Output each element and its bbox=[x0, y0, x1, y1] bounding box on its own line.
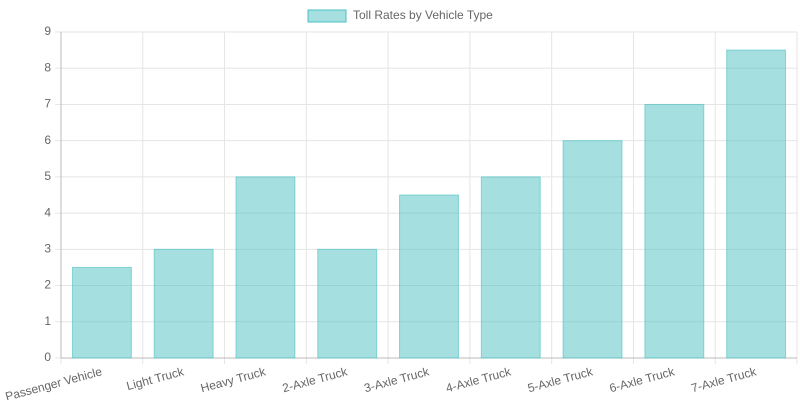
x-tick-label: Heavy Truck bbox=[199, 364, 268, 395]
x-tick-label: 2-Axle Truck bbox=[281, 364, 350, 395]
x-tick-label: 5-Axle Truck bbox=[526, 364, 595, 395]
x-tick-label: 7-Axle Truck bbox=[690, 364, 759, 395]
y-tick-label: 0 bbox=[44, 350, 51, 364]
x-tick-label: Light Truck bbox=[125, 364, 186, 393]
x-tick-label: 4-Axle Truck bbox=[444, 364, 513, 395]
bar bbox=[317, 248, 378, 359]
x-tick-label: 3-Axle Truck bbox=[363, 364, 432, 395]
y-tick-label: 6 bbox=[44, 133, 51, 147]
y-tick-label: 1 bbox=[44, 314, 51, 328]
bar bbox=[235, 176, 296, 359]
y-tick-label: 7 bbox=[44, 97, 51, 111]
y-tick-label: 2 bbox=[44, 278, 51, 292]
x-tick-label: 6-Axle Truck bbox=[608, 364, 677, 395]
y-tick-label: 3 bbox=[44, 242, 51, 256]
legend-swatch bbox=[307, 9, 347, 23]
bar bbox=[480, 176, 541, 359]
bar bbox=[71, 266, 132, 359]
y-tick-label: 9 bbox=[44, 24, 51, 38]
y-tick-label: 4 bbox=[44, 205, 51, 219]
bar bbox=[399, 194, 459, 359]
bar bbox=[644, 103, 705, 359]
y-tick-label: 5 bbox=[44, 169, 51, 183]
y-tick-label: 8 bbox=[44, 60, 51, 74]
x-tick-label: Passenger Vehicle bbox=[4, 364, 104, 400]
bar bbox=[562, 140, 623, 359]
bar bbox=[726, 49, 787, 359]
legend-label: Toll Rates by Vehicle Type bbox=[353, 8, 493, 22]
bar bbox=[153, 248, 214, 359]
